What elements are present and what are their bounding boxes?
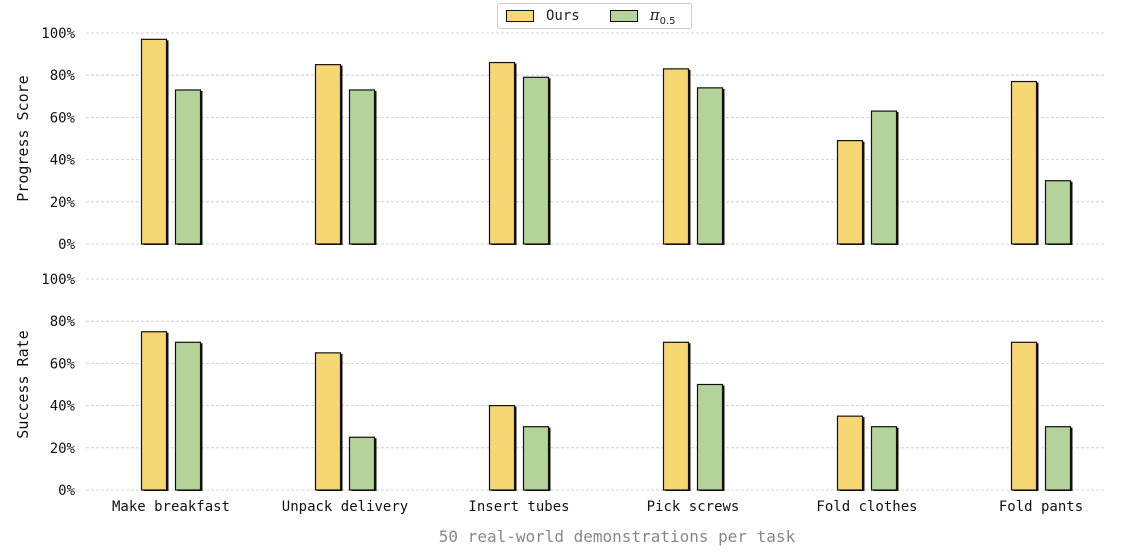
bar-ours-fold-pants <box>1010 341 1038 491</box>
y-axis-label: Success Rate <box>14 330 32 438</box>
x-tick-label: Unpack delivery <box>282 499 408 515</box>
bar-pi05-unpack-delivery <box>348 89 376 245</box>
y-tick-label: 100% <box>41 272 75 288</box>
bar-ours-make-breakfast <box>140 331 168 491</box>
bar-pi05-make-breakfast <box>174 341 202 491</box>
y-tick-label: 20% <box>50 441 76 457</box>
success-rate-panel: 0% 20% 40% 60% 80% 100% Success Rate <box>14 272 1106 499</box>
bar-ours-insert-tubes <box>488 405 516 491</box>
bar-ours-unpack-delivery <box>314 352 342 491</box>
legend-swatch-ours <box>506 10 534 22</box>
y-tick-label: 0% <box>58 237 75 253</box>
legend-label-pi05: π0.5 <box>649 5 676 27</box>
x-tick-label: Fold clothes <box>816 499 917 515</box>
legend: Ours π0.5 <box>497 3 692 29</box>
legend-label-ours: Ours <box>546 8 580 24</box>
bar-pi05-make-breakfast <box>174 89 202 245</box>
bar-ours-fold-clothes <box>836 140 864 245</box>
legend-item-pi05: π0.5 <box>609 5 676 27</box>
x-tick-label: Fold pants <box>999 499 1083 515</box>
legend-swatch-pi05 <box>609 10 638 22</box>
y-tick-label: 80% <box>50 68 76 84</box>
x-tick-label: Insert tubes <box>468 499 569 515</box>
bar-ours-fold-clothes <box>836 415 864 491</box>
bar-pi05-fold-pants <box>1044 426 1072 491</box>
x-tick-label: Make breakfast <box>112 499 230 515</box>
bar-pi05-pick-screws <box>696 383 724 491</box>
bar-pi05-insert-tubes <box>522 76 550 245</box>
category-labels: Make breakfast Unpack delivery Insert tube… <box>112 499 1083 515</box>
y-tick-label: 0% <box>58 483 75 499</box>
bar-ours-make-breakfast <box>140 38 168 245</box>
legend-item-ours: Ours <box>506 8 580 24</box>
y-tick-label: 40% <box>50 399 76 415</box>
y-tick-label: 100% <box>41 26 75 42</box>
bar-ours-fold-pants <box>1010 80 1038 245</box>
bar-ours-pick-screws <box>662 341 690 491</box>
bar-pi05-insert-tubes <box>522 426 550 491</box>
bar-pi05-fold-clothes <box>870 426 898 491</box>
bar-ours-pick-screws <box>662 68 690 245</box>
bar-pi05-pick-screws <box>696 87 724 245</box>
y-tick-label: 20% <box>50 195 76 211</box>
progress-score-panel: 0% 20% 40% 60% 80% 100% Progress Score <box>14 26 1106 253</box>
y-axis-label: Progress Score <box>14 75 32 201</box>
bar-pi05-fold-pants <box>1044 180 1072 245</box>
bar-pi05-fold-clothes <box>870 110 898 245</box>
bar-ours-unpack-delivery <box>314 64 342 245</box>
bar-ours-insert-tubes <box>488 61 516 245</box>
y-tick-label: 80% <box>50 314 76 330</box>
bar-pi05-unpack-delivery <box>348 436 376 491</box>
x-tick-label: Pick screws <box>647 499 740 515</box>
y-tick-label: 40% <box>50 153 76 169</box>
x-axis-title: 50 real-world demonstrations per task <box>439 527 796 546</box>
y-tick-label: 60% <box>50 356 76 372</box>
y-tick-label: 60% <box>50 110 76 126</box>
